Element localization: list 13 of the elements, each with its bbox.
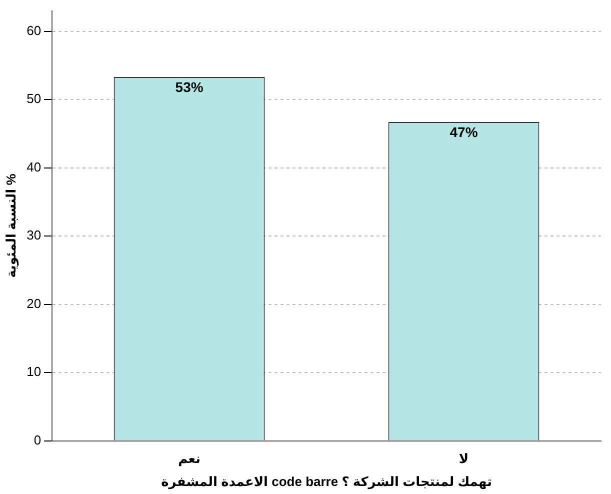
- x-tick-label: لا: [458, 451, 469, 466]
- x-tick-label: نعم: [178, 451, 201, 468]
- y-tick-label: 10: [26, 364, 42, 380]
- y-tick-label: 30: [26, 228, 42, 243]
- x-axis-title: الاعمدة المشفرة code barre تهمك لمنتجات الشركة ؟: [161, 474, 492, 490]
- y-tick-label: 50: [26, 91, 42, 106]
- y-tick-label: 0: [34, 432, 42, 448]
- y-axis-title: النسبة المئوية %: [3, 173, 20, 278]
- y-tick-label: 20: [26, 296, 42, 311]
- data-label: 53%: [175, 78, 204, 95]
- y-tick-label: 60: [26, 22, 42, 38]
- y-tick-label: 40: [26, 159, 42, 174]
- data-label: 47%: [450, 124, 478, 140]
